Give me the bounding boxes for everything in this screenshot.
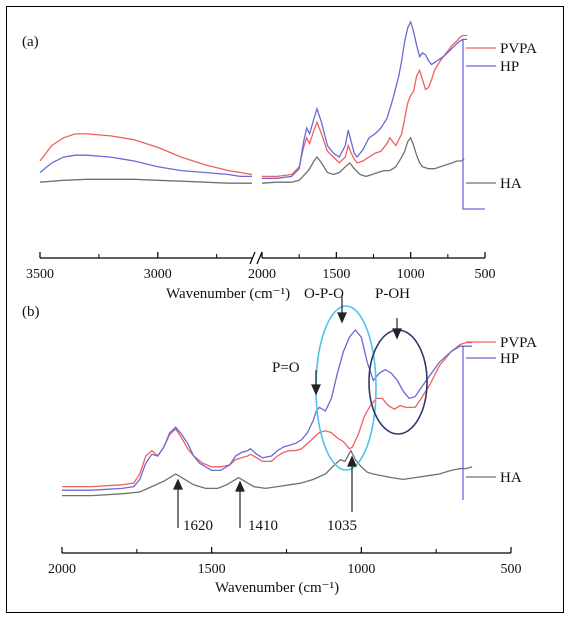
- panel-b-x-axis-label: Wavenumber (cm⁻¹): [215, 580, 339, 596]
- panel-b-series-ha: [62, 449, 473, 497]
- panel-b-curves: [62, 328, 473, 500]
- panel-b-legend-hp: HP: [500, 351, 519, 367]
- panel-b-series-pvpa: [62, 341, 473, 488]
- panel-a-tick-label-500: 500: [475, 267, 496, 282]
- panel-a-legend-ha: HA: [500, 176, 522, 192]
- opo-arrowhead: [337, 312, 347, 324]
- annotation-p-double-o: P=O: [272, 360, 300, 376]
- panel-a-tick-label-1500: 1500: [322, 267, 350, 282]
- panel-b-tick-label-500: 500: [501, 562, 522, 577]
- panel-a-series-ha-right: [261, 136, 465, 184]
- panel-a-tick-label-2000: 2000: [248, 267, 276, 282]
- panel-a-legend-hp: HP: [500, 59, 519, 75]
- peak-1620-arrowhead: [173, 478, 183, 490]
- annotation-1410: 1410: [248, 518, 278, 534]
- panel-a: (a) 3500 3000 2000 1500 1000 500 Wavenumber (…: [22, 20, 537, 302]
- panel-a-series-pvpa-left: [39, 133, 253, 176]
- panel-a-tick-label-3000: 3000: [144, 267, 172, 282]
- peak-1035-arrowhead: [347, 455, 357, 467]
- panel-b-x-axis: [61, 547, 512, 554]
- panel-a-axis-break: [249, 251, 263, 265]
- poh-arrowhead: [392, 328, 402, 340]
- panel-a-series-pvpa-right: [262, 34, 468, 178]
- panel-b-label: (b): [22, 304, 40, 320]
- annotation-p-oh: P-OH: [375, 286, 410, 302]
- panel-a-series-hp-right: [262, 20, 468, 179]
- panel-a-label: (a): [22, 34, 39, 50]
- panel-b-legend-pvpa: PVPA: [500, 335, 537, 351]
- panel-a-tick-labels: 3500 3000 2000 1500 1000 500: [26, 267, 496, 282]
- panel-a-legend-pvpa: PVPA: [500, 41, 537, 57]
- panel-a-series-ha-left: [39, 178, 252, 184]
- annotation-o-p-o: O-P-O: [304, 286, 344, 302]
- figure-frame: [6, 6, 564, 613]
- panel-b-series-hp: [62, 328, 473, 491]
- panel-b-tick-label-1000: 1000: [347, 562, 375, 577]
- annotation-1620: 1620: [183, 518, 213, 534]
- panel-b-tick-label-2000: 2000: [48, 562, 76, 577]
- panel-b: (b) O-P-O P-OH P=O 1620 1410 1035 2000 15…: [22, 286, 537, 596]
- panel-b-tick-label-1500: 1500: [198, 562, 226, 577]
- panel-a-curves: [39, 20, 485, 210]
- panel-a-x-axis: [39, 251, 486, 265]
- panel-a-tick-label-3500: 3500: [26, 267, 54, 282]
- peak-1410-arrowhead: [235, 480, 245, 492]
- panel-b-legend-ha: HA: [500, 470, 522, 486]
- panel-a-series-hp-left: [39, 154, 252, 178]
- panel-a-x-axis-label: Wavenumber (cm⁻¹): [166, 286, 290, 302]
- panel-a-legend: PVPA HP HA: [466, 41, 537, 192]
- annotation-1035: 1035: [327, 518, 357, 534]
- p-o-arrowhead: [311, 384, 321, 396]
- panel-a-hp-drop-line: [462, 39, 485, 210]
- panel-b-tick-labels: 2000 1500 1000 500: [48, 562, 522, 577]
- panel-a-tick-label-1000: 1000: [397, 267, 425, 282]
